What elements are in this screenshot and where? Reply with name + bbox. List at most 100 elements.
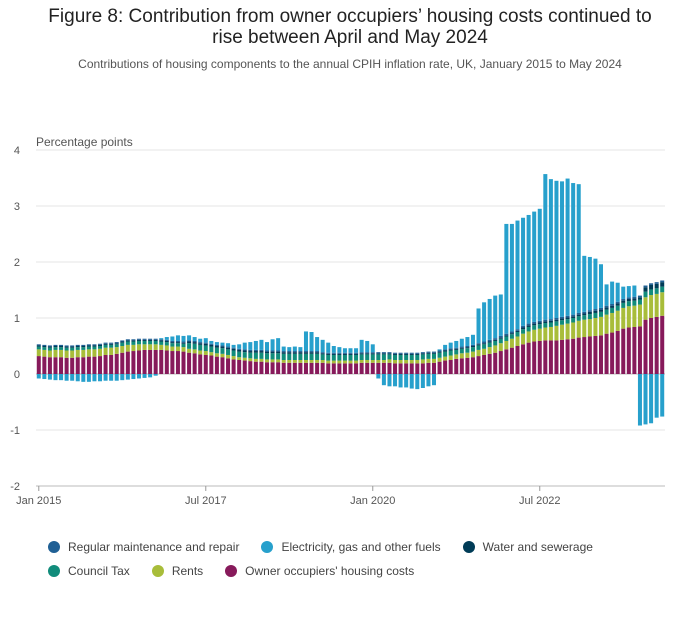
bar-segment-ooh <box>604 333 609 374</box>
bar-segment-council_tax <box>482 344 487 349</box>
bar-segment-rents <box>109 347 114 355</box>
bar-segment-council_tax <box>281 353 286 360</box>
bar-segment-council_tax <box>309 353 314 360</box>
bar-segment-ooh <box>326 363 331 374</box>
bar-segment-maintenance <box>437 350 442 352</box>
bar-segment-energy <box>70 374 75 381</box>
legend-item-water[interactable]: Water and sewerage <box>462 540 593 554</box>
bar-segment-maintenance <box>348 352 353 354</box>
bar-segment-maintenance <box>637 295 642 298</box>
bar-segment-energy <box>237 344 242 349</box>
bar-segment-energy <box>187 335 192 341</box>
bar-segment-council_tax <box>582 315 587 320</box>
bar-segment-maintenance <box>504 333 509 336</box>
bar-segment-water <box>404 353 409 355</box>
bar-segment-ooh <box>298 362 303 374</box>
bar-segment-ooh <box>532 341 537 374</box>
bar-segment-maintenance <box>470 344 475 346</box>
bar-segment-energy <box>649 374 654 424</box>
legend-item-energy[interactable]: Electricity, gas and other fuels <box>261 540 441 554</box>
bar-segment-water <box>125 340 130 342</box>
bar-segment-maintenance <box>420 352 425 354</box>
bar-segment-rents <box>465 352 470 358</box>
y-tick-label: 3 <box>14 201 20 213</box>
bar-segment-council_tax <box>409 354 414 360</box>
bar-segment-water <box>237 349 242 352</box>
bar-segment-council_tax <box>660 286 665 293</box>
bar-segment-council_tax <box>181 343 186 348</box>
bar-segment-maintenance <box>242 349 247 351</box>
legend-item-rents[interactable]: Rents <box>151 564 203 578</box>
bar-segment-water <box>621 300 626 303</box>
bar-segment-maintenance <box>565 315 570 318</box>
bar-segment-ooh <box>437 361 442 374</box>
bar-segment-water <box>214 346 219 348</box>
bar-segment-ooh <box>504 349 509 374</box>
bar-segment-ooh <box>443 360 448 374</box>
bar-segment-energy <box>487 298 492 340</box>
bar-segment-maintenance <box>36 344 41 346</box>
bar-segment-ooh <box>342 363 347 374</box>
bar-segment-rents <box>548 326 553 341</box>
bar-segment-energy <box>643 374 648 425</box>
bar-segment-maintenance <box>148 338 153 340</box>
bar-segment-ooh <box>598 335 603 374</box>
bar-segment-council_tax <box>276 353 281 360</box>
bar-segment-ooh <box>593 335 598 374</box>
bar-segment-energy <box>231 344 236 348</box>
bar-segment-energy <box>415 374 420 390</box>
bar-segment-rents <box>604 314 609 334</box>
bar-segment-water <box>164 340 169 343</box>
bar-segment-energy <box>42 374 47 380</box>
bar-segment-rents <box>226 354 231 359</box>
bar-segment-rents <box>515 336 520 346</box>
bar-segment-water <box>75 346 80 348</box>
bar-segment-rents <box>454 354 459 359</box>
legend-item-council-tax[interactable]: Council Tax <box>48 564 130 578</box>
bar-segment-council_tax <box>621 302 626 308</box>
bar-segment-ooh <box>81 357 86 374</box>
bar-segment-rents <box>164 345 169 351</box>
bar-segment-water <box>537 322 542 325</box>
bar-segment-energy <box>454 340 459 348</box>
bar-segment-water <box>331 353 336 355</box>
bar-segment-maintenance <box>226 346 231 348</box>
bar-segment-ooh <box>86 356 91 374</box>
legend-swatch-energy <box>261 541 274 553</box>
bar-segment-maintenance <box>515 329 520 331</box>
bar-segment-ooh <box>643 319 648 374</box>
legend-item-maintenance[interactable]: Regular maintenance and repair <box>48 540 239 554</box>
bar-segment-ooh <box>426 362 431 374</box>
bar-segment-council_tax <box>465 348 470 353</box>
legend-item-ooh[interactable]: Owner occupiers' housing costs <box>225 564 414 578</box>
bar-segment-ooh <box>47 357 52 374</box>
bar-segment-rents <box>409 360 414 364</box>
bar-segment-energy <box>209 340 214 344</box>
bar-segment-energy <box>348 348 353 353</box>
bar-segment-water <box>98 344 103 346</box>
bar-segment-water <box>187 341 192 344</box>
bar-segment-ooh <box>565 339 570 374</box>
bar-segment-energy <box>136 374 141 379</box>
bar-segment-rents <box>359 360 364 363</box>
bar-segment-rents <box>326 360 331 364</box>
bar-segment-energy <box>114 374 119 381</box>
bar-segment-rents <box>459 353 464 359</box>
bar-segment-ooh <box>203 354 208 374</box>
bar-segment-council_tax <box>175 343 180 347</box>
bar-segment-rents <box>543 327 548 341</box>
bar-segment-maintenance <box>526 323 531 326</box>
bar-segment-ooh <box>276 362 281 374</box>
bar-segment-energy <box>265 342 270 351</box>
bar-segment-energy <box>342 348 347 353</box>
legend-swatch-council-tax <box>48 565 60 577</box>
bar-segment-rents <box>571 322 576 339</box>
bar-segment-ooh <box>242 360 247 374</box>
bar-segment-council_tax <box>59 347 64 350</box>
bar-segment-water <box>114 343 119 345</box>
bar-segment-water <box>393 353 398 355</box>
bar-segment-maintenance <box>248 349 253 352</box>
bar-segment-energy <box>253 340 258 350</box>
bar-segment-water <box>248 351 253 353</box>
bar-segment-ooh <box>476 356 481 374</box>
